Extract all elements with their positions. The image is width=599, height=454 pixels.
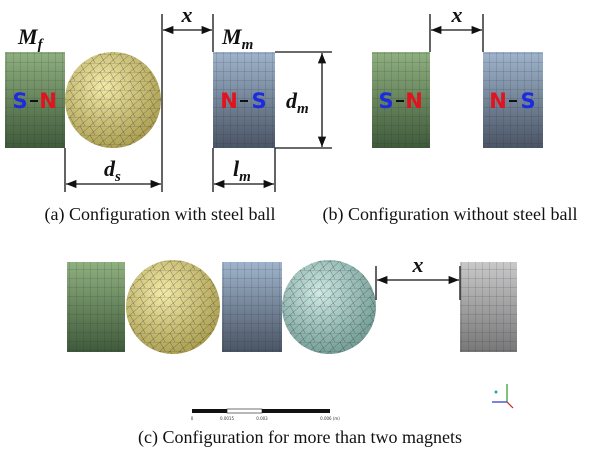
pole: S [251,89,266,113]
panel-c: x 0 0.0015 0.003 0.006 (m) (c) Configura… [67,252,517,448]
pole: S [378,89,393,113]
gap-label: x [451,2,463,27]
label-part: M [17,24,39,49]
pole: N [220,89,238,113]
caption: (c) Configuration for more than two magn… [138,427,462,448]
scale-label: 0.006 (m) [320,416,340,421]
caption: (a) Configuration with steel ball [45,204,276,225]
panel-a: S N N S Mf Mm x dm ds lm (a) Configurati… [5,2,332,225]
pole: N [39,89,57,113]
label-part: m [297,101,309,117]
figure: S N N S Mf Mm x dm ds lm (a) Configurati… [0,0,599,454]
dimension-label: ds [104,156,121,185]
magnet-label: Mm [221,24,253,53]
scale-label: 0 [191,416,194,421]
pole: S [12,89,27,113]
magnet-label: Mf [17,24,45,53]
pole: S [520,89,535,113]
label-part: s [114,169,121,185]
label-part: M [221,24,243,49]
gap-label: x [181,2,193,27]
label-part: f [38,37,45,53]
caption: (b) Configuration without steel ball [323,204,578,225]
scale-bar: 0 0.0015 0.003 0.006 (m) [191,409,341,421]
axis-triad [492,384,513,408]
scale-label: 0.003 [256,416,268,421]
dimension-label: dm [286,88,309,117]
label-part: m [242,37,254,53]
scale-label: 0.0015 [220,416,234,421]
panel-b: S N N S x (b) Configuration without stee… [323,2,578,225]
gap-label: x [412,252,424,277]
pole: N [489,89,507,113]
dimension-label: lm [233,156,251,185]
pole: N [405,89,423,113]
label-part: m [239,169,251,185]
